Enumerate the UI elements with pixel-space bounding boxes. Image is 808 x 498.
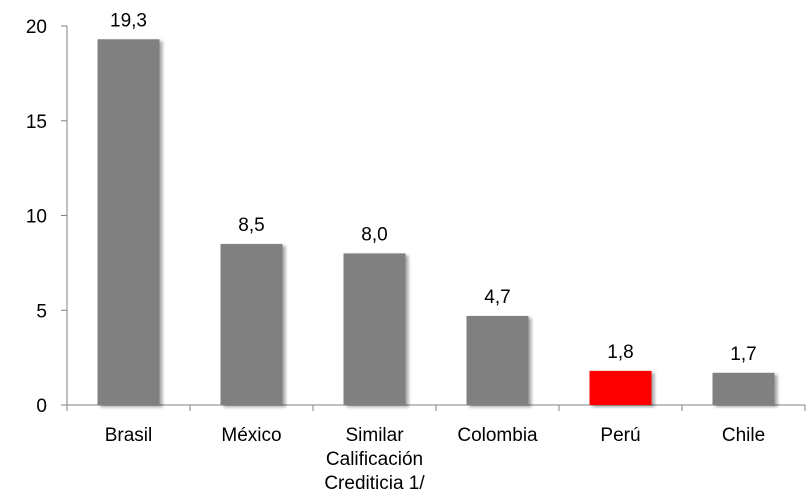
y-tick-label: 0	[36, 396, 47, 417]
category-label: Calificación	[326, 449, 423, 470]
category-label: Colombia	[457, 425, 538, 446]
category-label: México	[221, 425, 281, 446]
bar	[97, 39, 160, 405]
bar	[220, 243, 283, 405]
bars-group	[97, 39, 775, 405]
y-tick-label: 20	[26, 17, 47, 38]
category-label: Perú	[600, 425, 640, 446]
y-axis: 0 5 10 15 20	[26, 17, 68, 417]
bar	[589, 370, 652, 405]
data-label: 8,0	[361, 224, 387, 245]
category-label: Chile	[722, 425, 765, 446]
bar	[343, 253, 406, 405]
data-label: 8,5	[238, 215, 264, 236]
category-label: Crediticia 1/	[324, 473, 425, 494]
data-label: 19,3	[110, 10, 147, 31]
x-axis	[66, 404, 806, 411]
category-label: Similar	[345, 425, 404, 446]
data-label: 1,8	[607, 342, 633, 363]
data-labels-group: 19,3 8,5 8,0 4,7 1,8 1,7	[110, 10, 757, 365]
category-labels-group: Brasil México Similar Calificación Creditici…	[105, 425, 765, 494]
y-tick-label: 5	[36, 301, 47, 322]
bar	[712, 372, 775, 405]
bar	[466, 315, 529, 405]
category-label: Brasil	[105, 425, 153, 446]
y-tick-label: 10	[26, 207, 47, 228]
data-label: 4,7	[484, 287, 510, 308]
data-label: 1,7	[730, 344, 756, 365]
y-tick-label: 15	[26, 112, 47, 133]
